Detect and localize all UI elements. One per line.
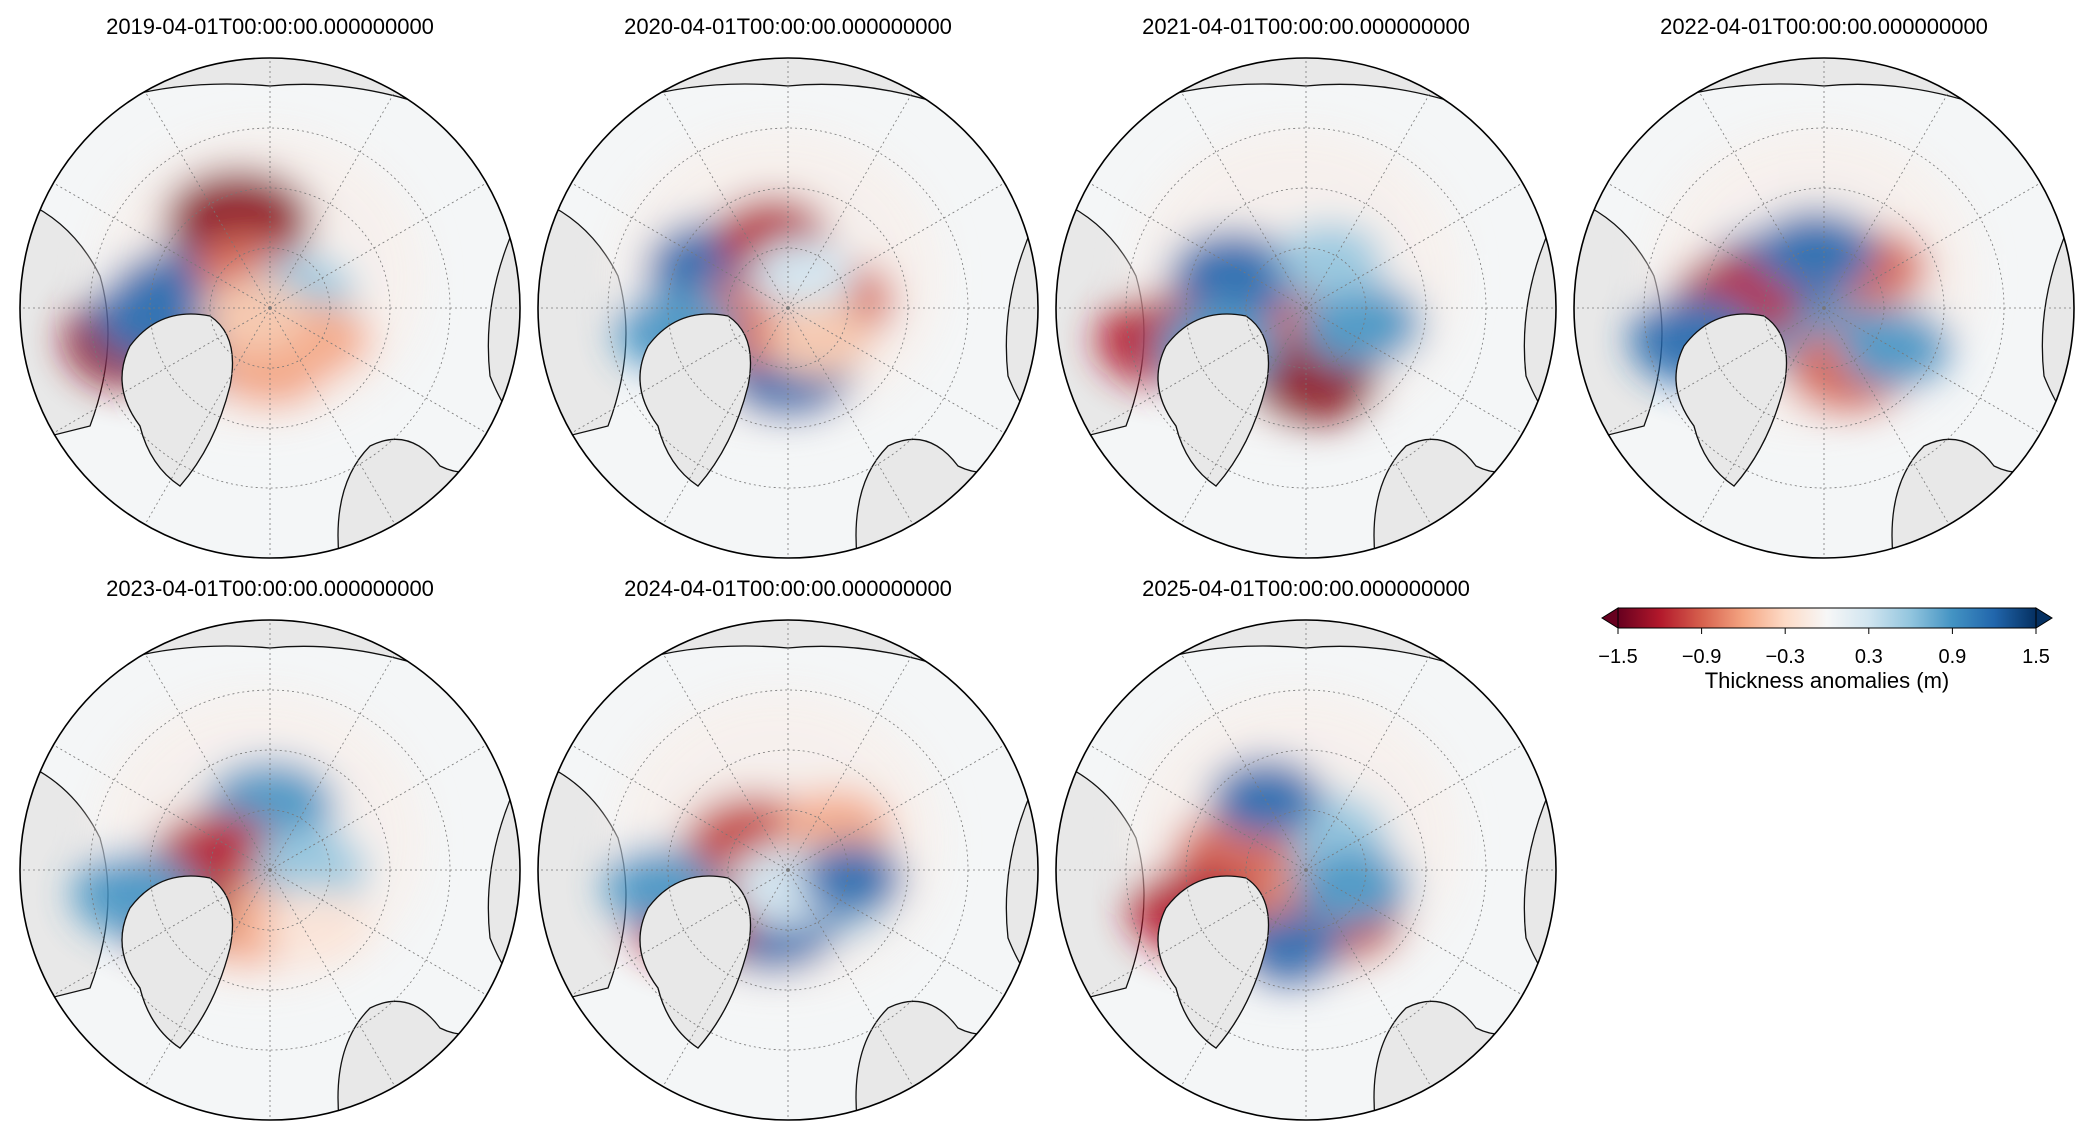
polar-map (1573, 57, 2075, 559)
greenland-coastline (1157, 875, 1270, 1049)
greenland-coastline (121, 875, 234, 1049)
colorbar-gradient (1617, 607, 2037, 629)
map-panel: 2023-04-01T00:00:00.000000000 (10, 576, 530, 1126)
graticule (538, 58, 1038, 558)
landmass (337, 1000, 520, 1120)
panel-title: 2022-04-01T00:00:00.000000000 (1660, 14, 1988, 39)
landmass (855, 1000, 1038, 1120)
polar-map (19, 57, 521, 559)
colorbar-bar (1601, 607, 2053, 634)
colorbar-tick-label: −0.3 (1765, 646, 1805, 668)
panel-title: 2021-04-01T00:00:00.000000000 (1142, 14, 1470, 39)
map-panel: 2021-04-01T00:00:00.000000000 (1046, 14, 1566, 564)
colorbar: −1.5 −0.9 −0.3 0.3 0.9 1.5 Thickness anomalie… (1598, 600, 2056, 710)
anomaly-blob (1300, 281, 1424, 367)
anomaly-blob (201, 279, 307, 353)
graticule (1056, 58, 1556, 558)
anomaly-blob (799, 841, 905, 915)
colorbar-tick-label: 0.9 (1938, 646, 1967, 668)
colorbar-tick-label: 0.3 (1854, 646, 1883, 668)
anomaly-blob (265, 889, 371, 963)
map-boundary (1055, 619, 1557, 1121)
map-boundary (537, 57, 1039, 559)
anomaly-blob (1297, 846, 1411, 926)
anomaly-field (613, 128, 943, 428)
graticule (20, 620, 520, 1120)
greenland-coastline (121, 313, 234, 487)
graticule (538, 620, 1038, 1120)
colorbar-tick-label: 1.5 (2022, 646, 2050, 668)
map-boundary (19, 619, 521, 1121)
anomaly-blob (751, 239, 857, 313)
colorbar-tick-label: −1.5 (1598, 646, 1638, 668)
graticule (1056, 620, 1556, 1120)
colorbar-extend-low (1601, 607, 1619, 629)
anomaly-blob (1839, 308, 1953, 388)
map-panel: 2020-04-01T00:00:00.000000000 (528, 14, 1048, 564)
landmass (1891, 438, 2074, 558)
landmass (855, 438, 1038, 558)
colorbar-tick-label: −0.9 (1681, 646, 1722, 668)
graticule (1574, 58, 2074, 558)
panel-title: 2025-04-01T00:00:00.000000000 (1142, 576, 1470, 601)
panel-title: 2024-04-01T00:00:00.000000000 (624, 576, 952, 601)
map-boundary (19, 57, 521, 559)
anomaly-blob (1277, 223, 1383, 297)
map-panel: 2019-04-01T00:00:00.000000000 (10, 14, 530, 564)
map-boundary (537, 619, 1039, 1121)
greenland-coastline (639, 313, 752, 487)
map-panel: 2024-04-01T00:00:00.000000000 (528, 576, 1048, 1126)
colorbar-label: Thickness anomalies (m) (1704, 668, 1950, 693)
graticule (20, 58, 520, 558)
panel-title: 2019-04-01T00:00:00.000000000 (106, 14, 434, 39)
map-boundary (1573, 57, 2075, 559)
polar-map (537, 619, 1039, 1121)
greenland-coastline (1157, 313, 1270, 487)
polar-map (537, 57, 1039, 559)
anomaly-blob (1209, 758, 1323, 838)
landmass (337, 438, 520, 558)
map-panel: 2025-04-01T00:00:00.000000000 (1046, 576, 1566, 1126)
polar-map (1055, 619, 1557, 1121)
greenland-coastline (1675, 313, 1788, 487)
greenland-coastline (639, 875, 752, 1049)
polar-map (19, 619, 521, 1121)
map-boundary (1055, 57, 1557, 559)
map-panel: 2022-04-01T00:00:00.000000000 (1564, 14, 2084, 564)
polar-map (1055, 57, 1557, 559)
panel-title: 2023-04-01T00:00:00.000000000 (106, 576, 434, 601)
landmass (1373, 1000, 1556, 1120)
anomaly-blob (1754, 209, 1878, 295)
panel-title: 2020-04-01T00:00:00.000000000 (624, 14, 952, 39)
colorbar-extend-high (2035, 607, 2053, 629)
landmass (1373, 438, 1556, 558)
anomaly-blob (767, 303, 873, 377)
anomaly-blob (1168, 230, 1300, 322)
